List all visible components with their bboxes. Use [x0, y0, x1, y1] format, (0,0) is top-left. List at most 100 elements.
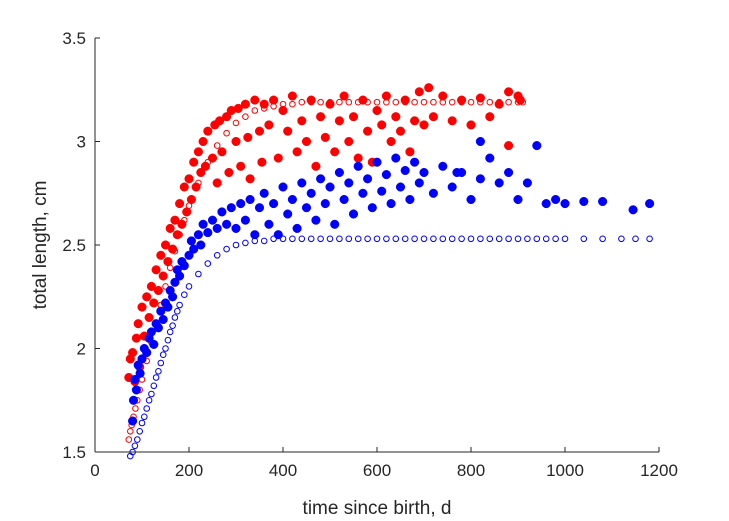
x-tick-label: 1200 [640, 461, 678, 480]
point [242, 239, 249, 247]
point [458, 235, 465, 243]
point [383, 235, 390, 243]
point [128, 416, 138, 426]
y-tick-label: 1.5 [62, 443, 86, 462]
point [475, 136, 485, 147]
point [486, 235, 494, 243]
point [146, 281, 156, 291]
point [420, 98, 428, 106]
point [420, 235, 428, 243]
point [170, 277, 180, 287]
point [419, 167, 429, 178]
point [354, 98, 362, 106]
point [292, 147, 302, 157]
point [207, 153, 218, 163]
point [485, 153, 495, 163]
point [306, 188, 316, 198]
point [401, 235, 409, 243]
point [457, 95, 467, 105]
point [628, 205, 638, 215]
point [514, 235, 522, 243]
point [215, 116, 225, 126]
point [251, 107, 259, 114]
point [171, 247, 179, 255]
point [149, 298, 159, 308]
point [198, 219, 208, 229]
point [373, 235, 381, 243]
point [377, 186, 387, 196]
point [222, 219, 232, 229]
point [179, 182, 189, 192]
point [212, 178, 222, 188]
point [495, 235, 503, 243]
point [264, 219, 274, 229]
point [270, 103, 277, 110]
series-blue_open [127, 235, 653, 460]
point [240, 99, 250, 109]
point [222, 112, 232, 122]
point [439, 235, 447, 243]
point [213, 252, 221, 259]
point [381, 170, 391, 180]
point [542, 235, 550, 243]
point [156, 306, 166, 316]
point [128, 395, 139, 405]
point [242, 113, 249, 120]
point [195, 270, 202, 278]
point [175, 199, 185, 209]
point [212, 223, 222, 233]
point [204, 260, 212, 267]
point [298, 98, 306, 106]
point [144, 312, 154, 323]
point [424, 83, 434, 93]
point [132, 405, 139, 412]
point [467, 98, 475, 106]
point [224, 167, 234, 178]
point [250, 230, 260, 240]
point [298, 235, 306, 243]
point [410, 116, 420, 126]
point [273, 153, 283, 163]
point [345, 98, 353, 106]
point [411, 235, 418, 243]
point [317, 235, 324, 243]
y-tick-label: 2.5 [62, 236, 86, 255]
point [203, 228, 213, 238]
point [289, 235, 296, 243]
point [217, 207, 227, 217]
point [400, 165, 410, 176]
point [273, 230, 283, 240]
point [131, 333, 141, 343]
x-tick-label: 200 [175, 461, 203, 480]
point [646, 235, 653, 243]
point [279, 100, 287, 108]
point [260, 105, 268, 112]
point [358, 188, 368, 198]
point [395, 126, 406, 136]
point [458, 98, 465, 106]
point [134, 436, 141, 443]
point [414, 87, 424, 97]
point [504, 167, 514, 178]
point [198, 136, 208, 147]
point [486, 98, 494, 106]
point [438, 91, 448, 101]
point [145, 397, 153, 404]
point [236, 199, 246, 209]
point [505, 98, 512, 106]
point [336, 235, 343, 243]
point [391, 153, 401, 163]
point [166, 328, 174, 336]
point [283, 209, 293, 219]
point [152, 374, 160, 381]
point [438, 161, 448, 171]
point [495, 98, 503, 106]
point [155, 368, 162, 375]
point [524, 235, 531, 243]
point [170, 215, 180, 225]
point [561, 235, 569, 243]
point [185, 202, 193, 209]
point [195, 179, 202, 187]
point [316, 174, 326, 184]
series-red_filled [124, 83, 525, 387]
